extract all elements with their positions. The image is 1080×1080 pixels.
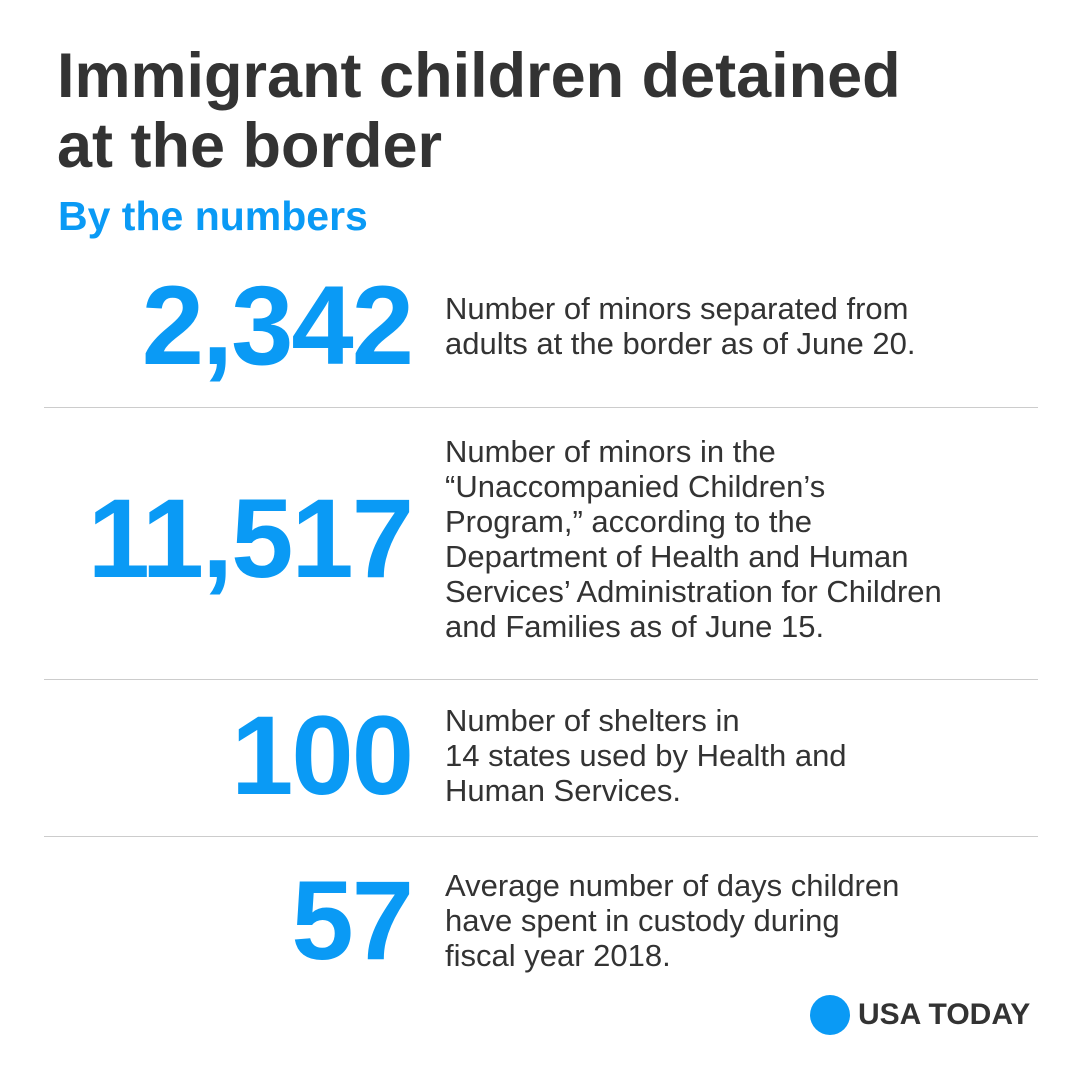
brand: USA TODAY: [858, 998, 1031, 1031]
title-line: at the border: [57, 111, 443, 181]
item-number: 2,342: [141, 263, 414, 388]
subtitle: By the numbers: [58, 193, 368, 239]
item-description: and Families as of June 15.: [445, 609, 825, 644]
item-number: 100: [231, 692, 414, 818]
item-number: 57: [291, 857, 414, 983]
item-description: Number of minors in the: [445, 434, 776, 469]
divider: [44, 407, 1038, 408]
item-description: Number of minors separated from: [445, 291, 909, 326]
item-description: have spent in custody during: [445, 903, 840, 938]
item-description: Services’ Administration for Children: [445, 574, 942, 609]
item-description: Average number of days children: [445, 868, 900, 903]
item-number: 11,517: [87, 476, 414, 601]
brand-logo: [810, 995, 850, 1035]
item-description: 14 states used by Health and: [445, 738, 847, 773]
item-description: Number of shelters in: [445, 703, 740, 738]
divider: [44, 679, 1038, 680]
title-line: Immigrant children detained: [57, 41, 901, 111]
item-description: Department of Health and Human: [445, 539, 909, 574]
item-description: fiscal year 2018.: [445, 938, 671, 973]
divider: [44, 836, 1038, 837]
item-description: adults at the border as of June 20.: [445, 326, 916, 361]
item-description: “Unaccompanied Children’s: [445, 469, 826, 504]
item-description: Human Services.: [445, 773, 682, 808]
item-description: Program,” according to the: [445, 504, 813, 539]
